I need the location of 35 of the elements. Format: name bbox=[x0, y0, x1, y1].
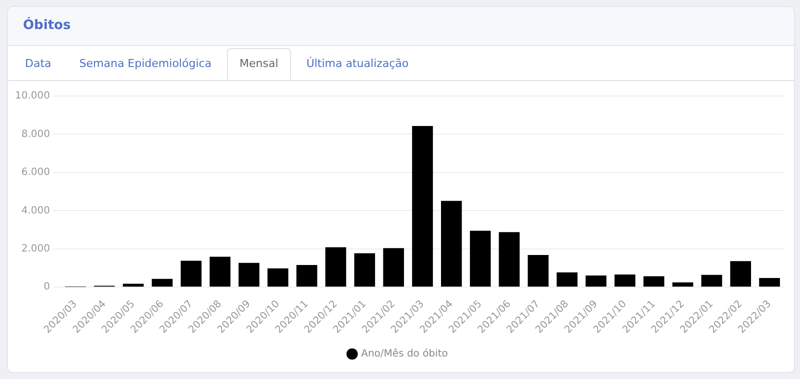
bar bbox=[730, 261, 752, 287]
y-tick-label: 8.000 bbox=[21, 128, 50, 140]
text: Data bbox=[24, 56, 52, 72]
bar bbox=[354, 253, 376, 287]
bar bbox=[701, 274, 722, 287]
bar bbox=[614, 274, 636, 287]
bar bbox=[152, 278, 173, 287]
y-tick-label: 6.000 bbox=[21, 167, 50, 178]
legend-label: Ano/Mês do óbito bbox=[361, 348, 448, 360]
y-tick-label: 0 bbox=[44, 282, 50, 293]
bar bbox=[672, 282, 694, 287]
bar bbox=[759, 278, 780, 287]
bar bbox=[325, 247, 346, 287]
y-tick-label: 4.000 bbox=[21, 205, 50, 216]
bar bbox=[180, 260, 202, 287]
bar bbox=[238, 262, 260, 287]
bar bbox=[643, 276, 664, 287]
bar bbox=[441, 200, 462, 287]
bar bbox=[470, 230, 491, 287]
bar bbox=[296, 264, 318, 287]
bar bbox=[586, 275, 606, 287]
text: Última atualização bbox=[305, 56, 410, 72]
bar bbox=[210, 256, 230, 287]
bar bbox=[556, 272, 578, 287]
text: Mensal bbox=[226, 48, 292, 80]
bar bbox=[412, 126, 433, 287]
bar bbox=[267, 268, 288, 287]
bar bbox=[498, 232, 520, 287]
text: Semana Epidemiológica bbox=[78, 56, 213, 72]
bar bbox=[383, 248, 404, 287]
bar bbox=[122, 284, 144, 287]
chart-title: Óbitos bbox=[8, 7, 794, 46]
bar bbox=[528, 255, 549, 287]
y-tick-label: 10.000 bbox=[14, 90, 50, 102]
y-tick-label: 2.000 bbox=[21, 244, 50, 255]
